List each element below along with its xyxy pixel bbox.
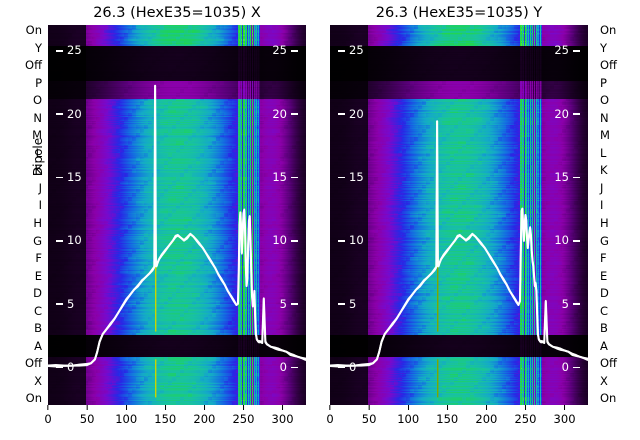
category-label: L bbox=[35, 145, 42, 160]
category-label: L bbox=[600, 145, 607, 160]
category-label: N bbox=[33, 110, 42, 125]
panel-x[interactable]: 0 5 10 15 20 25 0 5 10 15 20 25 bbox=[48, 25, 306, 405]
x-tick: 50 bbox=[362, 405, 376, 426]
x-tick: 100 bbox=[397, 405, 419, 426]
category-label: I bbox=[38, 198, 42, 213]
category-label: On bbox=[600, 391, 617, 406]
x-axis-right: 0 50 100 150 200 250 300 bbox=[326, 405, 588, 439]
category-label: H bbox=[600, 216, 609, 231]
category-label: O bbox=[32, 93, 42, 108]
panel-y[interactable]: 0 5 10 15 20 25 0 5 10 15 20 25 bbox=[330, 25, 588, 405]
category-label: E bbox=[600, 268, 608, 283]
category-label: C bbox=[33, 303, 42, 318]
category-label: J bbox=[38, 180, 42, 195]
category-label: N bbox=[600, 110, 609, 125]
category-label: B bbox=[600, 321, 608, 336]
category-label: Off bbox=[600, 356, 617, 371]
category-label: Off bbox=[25, 356, 42, 371]
x-axis-left: 0 50 100 150 200 250 300 bbox=[44, 405, 306, 439]
x-tick: 0 bbox=[44, 405, 52, 426]
x-tick: 50 bbox=[80, 405, 94, 426]
category-label: J bbox=[600, 180, 604, 195]
x-tick: 100 bbox=[115, 405, 137, 426]
right-category-labels: On Y Off P O N M L K J I H G F E D C B A Off X On bbox=[600, 23, 634, 406]
trace-line-strand bbox=[48, 85, 306, 367]
category-label: K bbox=[600, 163, 608, 178]
category-label: X bbox=[34, 373, 42, 388]
category-label: F bbox=[35, 251, 42, 266]
trace-x bbox=[48, 84, 306, 368]
category-label: On bbox=[600, 23, 617, 37]
category-label: On bbox=[25, 23, 42, 37]
trace-line-strand bbox=[330, 120, 588, 368]
x-tick: 300 bbox=[272, 405, 294, 426]
category-label: P bbox=[600, 75, 607, 90]
trace-line bbox=[330, 120, 588, 367]
x-tick: 150 bbox=[154, 405, 176, 426]
x-tick: 300 bbox=[554, 405, 576, 426]
category-label: C bbox=[600, 303, 609, 318]
x-tick: 200 bbox=[193, 405, 215, 426]
trace-line bbox=[48, 84, 306, 367]
x-tick: 250 bbox=[514, 405, 536, 426]
category-label: A bbox=[34, 338, 42, 353]
category-label: Off bbox=[600, 58, 617, 73]
category-label: M bbox=[32, 128, 42, 143]
category-label: I bbox=[600, 198, 604, 213]
category-label: O bbox=[600, 93, 610, 108]
panel-title-y: 26.3 (HexE35=1035) Y bbox=[375, 5, 543, 21]
category-label: P bbox=[35, 75, 42, 90]
category-label: X bbox=[600, 373, 608, 388]
category-label: Y bbox=[600, 40, 608, 55]
trace-line-strand bbox=[330, 120, 588, 367]
category-label: H bbox=[33, 216, 42, 231]
panel-title-x: 26.3 (HexE35=1035) X bbox=[93, 5, 261, 21]
left-category-labels: On Y Off P O N M L K J I H G F E D C B A Off X On bbox=[8, 23, 42, 406]
category-label: K bbox=[34, 163, 42, 178]
category-label: G bbox=[33, 233, 42, 248]
category-label: Y bbox=[34, 40, 42, 55]
x-tick: 250 bbox=[232, 405, 254, 426]
category-label: M bbox=[600, 128, 610, 143]
trace-y bbox=[330, 120, 588, 368]
category-label: B bbox=[34, 321, 42, 336]
category-label: Off bbox=[25, 58, 42, 73]
category-label: F bbox=[600, 251, 607, 266]
x-tick: 0 bbox=[326, 405, 334, 426]
trace-line-strand bbox=[48, 85, 306, 368]
category-label: D bbox=[600, 286, 609, 301]
category-label: On bbox=[25, 391, 42, 406]
category-label: D bbox=[33, 286, 42, 301]
x-tick: 150 bbox=[436, 405, 458, 426]
category-label: G bbox=[600, 233, 609, 248]
x-tick: 200 bbox=[475, 405, 497, 426]
category-label: A bbox=[600, 338, 608, 353]
category-label: E bbox=[34, 268, 42, 283]
